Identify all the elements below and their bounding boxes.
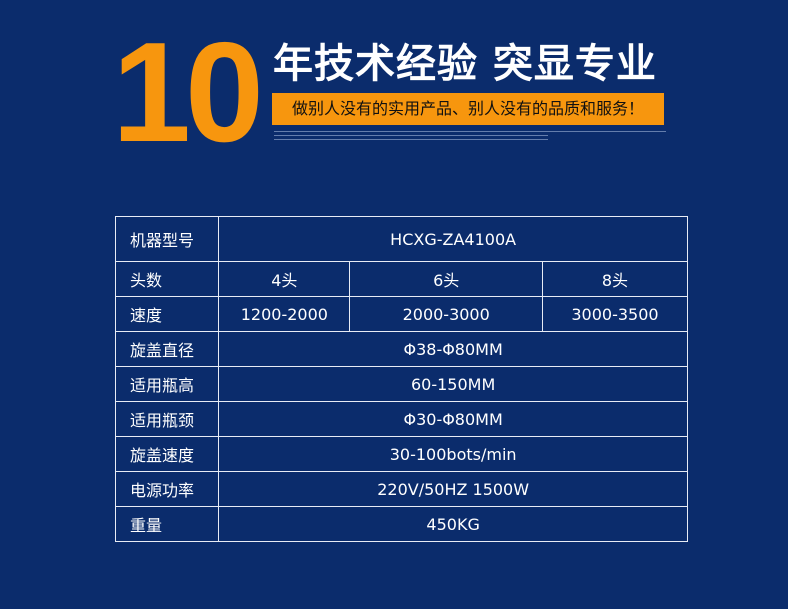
spec-table: 机器型号 HCXG-ZA4100A 头数 4头 6头 8头 速度 1200-2000 2000-… <box>114 216 689 542</box>
spec-value: 30-100bots/min <box>218 436 688 472</box>
spec-label: 电源功率 <box>114 471 220 507</box>
spec-label: 旋盖直径 <box>114 331 220 367</box>
spec-value: 6头 <box>349 261 543 297</box>
spec-label: 旋盖速度 <box>114 436 220 472</box>
spec-label: 速度 <box>114 296 220 332</box>
spec-label: 头数 <box>114 261 220 297</box>
spec-value: Φ38-Φ80MM <box>218 331 688 367</box>
spec-value: 8头 <box>541 261 689 297</box>
spec-row: 旋盖速度 30-100bots/min <box>114 436 688 472</box>
decorative-fine-text <box>274 131 666 145</box>
years-number: 10 <box>112 13 264 172</box>
spec-row: 头数 4头 6头 8头 <box>114 261 689 297</box>
spec-value: 3000-3500 <box>541 296 689 332</box>
spec-row: 适用瓶颈 Φ30-Φ80MM <box>114 401 688 437</box>
spec-row: 机器型号 HCXG-ZA4100A <box>114 216 688 262</box>
spec-value: HCXG-ZA4100A <box>218 216 688 262</box>
spec-row: 适用瓶高 60-150MM <box>114 366 688 402</box>
spec-label: 机器型号 <box>114 216 220 262</box>
headline: 年技术经验 突显专业 <box>273 41 657 87</box>
spec-value: 60-150MM <box>218 366 688 402</box>
spec-row: 重量 450KG <box>114 506 688 542</box>
spec-value: 1200-2000 <box>218 296 351 332</box>
spec-value: 4头 <box>218 261 351 297</box>
spec-value: 2000-3000 <box>349 296 543 332</box>
spec-row: 旋盖直径 Φ38-Φ80MM <box>114 331 688 367</box>
spec-label: 适用瓶高 <box>114 366 220 402</box>
spec-value: Φ30-Φ80MM <box>218 401 688 437</box>
slogan-banner: 做别人没有的实用产品、别人没有的品质和服务！ <box>272 93 664 125</box>
spec-row: 速度 1200-2000 2000-3000 3000-3500 <box>114 296 689 332</box>
spec-label: 重量 <box>114 506 220 542</box>
spec-value: 450KG <box>218 506 688 542</box>
spec-row: 电源功率 220V/50HZ 1500W <box>114 471 688 507</box>
spec-value: 220V/50HZ 1500W <box>218 471 688 507</box>
spec-label: 适用瓶颈 <box>114 401 220 437</box>
